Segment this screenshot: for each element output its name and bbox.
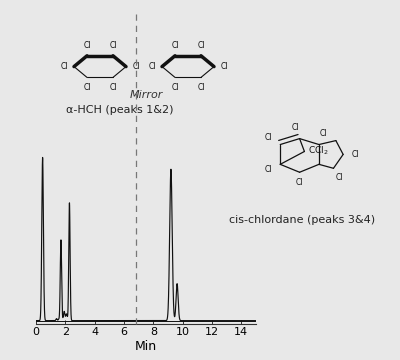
Text: Cl: Cl xyxy=(109,83,117,92)
Text: Cl: Cl xyxy=(148,62,156,71)
Text: Cl: Cl xyxy=(197,40,205,49)
Text: α-HCH (peaks 1&2): α-HCH (peaks 1&2) xyxy=(66,105,174,115)
Text: CCl$_2$: CCl$_2$ xyxy=(308,144,329,157)
Text: Cl: Cl xyxy=(292,123,299,132)
Text: Cl: Cl xyxy=(336,173,343,182)
X-axis label: Min: Min xyxy=(135,339,157,352)
Text: Cl: Cl xyxy=(109,40,117,49)
Text: Cl: Cl xyxy=(171,83,179,92)
Text: Cl: Cl xyxy=(319,129,327,138)
Text: Mirror: Mirror xyxy=(129,90,163,100)
Text: Cl: Cl xyxy=(351,150,359,159)
Text: Cl: Cl xyxy=(60,62,68,71)
Text: Cl: Cl xyxy=(197,83,205,92)
Text: Cl: Cl xyxy=(83,83,91,92)
Text: Cl: Cl xyxy=(220,62,228,71)
Text: Cl: Cl xyxy=(296,178,303,187)
Text: Cl: Cl xyxy=(83,40,91,49)
Text: Cl: Cl xyxy=(132,62,140,71)
Text: Cl: Cl xyxy=(171,40,179,49)
Text: cis-chlordane (peaks 3&4): cis-chlordane (peaks 3&4) xyxy=(229,215,375,225)
Text: Cl: Cl xyxy=(264,165,272,174)
Text: Cl: Cl xyxy=(264,133,272,142)
